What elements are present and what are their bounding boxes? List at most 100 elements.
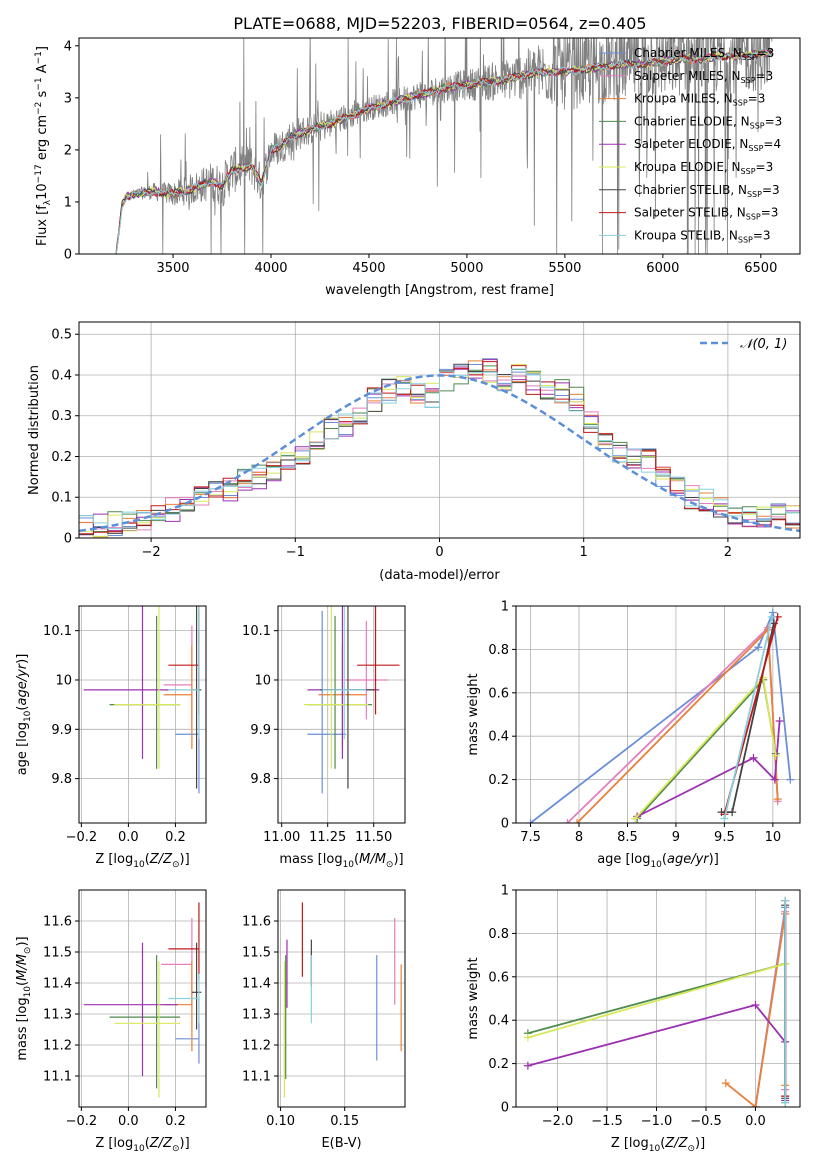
axes-frame bbox=[78, 889, 207, 1108]
panel-mass_vs_Z: −0.2 0.0 0.2 11.1 11.2 11.3 11.4 11.5 11.6 Z [log… bbox=[15, 889, 207, 1154]
weight-series bbox=[781, 896, 790, 1107]
legend-entry: 𝒩(0, 1) bbox=[740, 337, 787, 352]
y-tick-label: 0.1 bbox=[51, 491, 72, 506]
x-tick-label: 9 bbox=[672, 830, 680, 845]
errorbar-point bbox=[307, 610, 347, 794]
weight-marker bbox=[781, 896, 790, 905]
errorbar-point bbox=[168, 973, 200, 1024]
x-tick-label: 0.10 bbox=[266, 1114, 295, 1129]
x-tick-label: 4000 bbox=[254, 261, 287, 276]
x-tick-label: 8.5 bbox=[617, 830, 638, 845]
x-tick-label: 4500 bbox=[352, 261, 385, 276]
weight-marker bbox=[573, 819, 582, 823]
errorbar-point bbox=[83, 606, 178, 759]
errorbar-point bbox=[163, 625, 193, 730]
plot-area-residuals bbox=[79, 358, 800, 538]
hist-kroupa-stelib bbox=[79, 368, 800, 538]
x-tick-label: 0.0 bbox=[118, 830, 139, 845]
weight-marker bbox=[754, 643, 763, 652]
y-axis-label: age [log10(age/yr)] bbox=[15, 654, 33, 776]
y-tick-label: 10 bbox=[254, 673, 271, 688]
weight-marker bbox=[767, 612, 776, 621]
y-tick-label: 11.6 bbox=[43, 915, 72, 930]
x-tick-label: 0.15 bbox=[330, 1114, 359, 1129]
y-tick-label: 0.4 bbox=[51, 368, 72, 383]
y-tick-label: 11.6 bbox=[242, 915, 271, 930]
weight-marker bbox=[523, 1061, 532, 1070]
x-axis-label: age [log10(age/yr)] bbox=[597, 852, 719, 870]
x-tick-label: 0.0 bbox=[118, 1114, 139, 1129]
axes-frame bbox=[277, 889, 406, 1108]
errorbar-point bbox=[357, 606, 400, 715]
plot-area-age_vs_Z bbox=[83, 606, 202, 794]
x-axis-label: Z [log10(Z/Z⊙)] bbox=[611, 1136, 705, 1154]
legend-entry: Salpeter MILES, NSSP=3 bbox=[634, 69, 773, 85]
y-tick-label: 1 bbox=[501, 600, 509, 615]
x-tick-label: 3500 bbox=[156, 261, 189, 276]
errorbar-point bbox=[175, 998, 200, 1064]
weight-line bbox=[723, 616, 773, 819]
weight-marker bbox=[751, 1001, 760, 1010]
x-axis-label: mass [log10(M/M⊙)] bbox=[279, 852, 403, 870]
y-tick-label: 2 bbox=[64, 143, 72, 158]
y-axis-label: Normed distribution bbox=[27, 365, 42, 495]
x-axis-label: wavelength [Angstrom, rest frame] bbox=[325, 283, 554, 298]
weight-marker bbox=[526, 819, 535, 823]
y-tick-label: 10.1 bbox=[242, 624, 271, 639]
x-tick-label: 9.5 bbox=[714, 830, 735, 845]
x-tick-label: 5000 bbox=[450, 261, 483, 276]
model-line-kroupa-stelib bbox=[115, 48, 773, 254]
y-tick-label: 0.3 bbox=[51, 409, 72, 424]
x-tick-label: −1 bbox=[286, 545, 305, 560]
y-tick-label: 11.5 bbox=[43, 946, 72, 961]
weight-marker bbox=[771, 751, 780, 760]
y-tick-label: 1 bbox=[64, 195, 72, 210]
legend-entry: Chabrier ELODIE, NSSP=3 bbox=[634, 114, 782, 130]
errorbar-point bbox=[175, 610, 200, 794]
weight-marker bbox=[781, 1098, 790, 1107]
weight-marker bbox=[721, 1079, 730, 1088]
axes-frame bbox=[78, 605, 207, 824]
y-tick-label: 9.8 bbox=[250, 772, 271, 787]
y-tick-label: 9.9 bbox=[250, 723, 271, 738]
y-tick-label: 11.3 bbox=[43, 1008, 72, 1023]
errorbar-point bbox=[320, 606, 376, 789]
errorbar-point bbox=[163, 961, 193, 1052]
weight-series bbox=[633, 717, 784, 821]
weight-marker bbox=[631, 814, 640, 823]
errorbar-point bbox=[303, 606, 369, 769]
grid-mass_vs_ebv bbox=[278, 890, 405, 1107]
panel-spectrum: 3500 4000 4500 5000 5500 6000 6500 0 1 2 3 4 Chabrie… bbox=[34, 37, 801, 298]
errorbar-point bbox=[168, 606, 200, 740]
y-tick-label: 3 bbox=[64, 91, 72, 106]
x-tick-label: 6000 bbox=[646, 261, 679, 276]
y-tick-label: 0.2 bbox=[488, 773, 509, 788]
y-tick-label: 11.2 bbox=[43, 1039, 72, 1054]
legend-entry: Salpeter STELIB, NSSP=3 bbox=[634, 206, 778, 222]
spectrum-legend: Chabrier MILES, NSSP=3 Salpeter MILES, NS… bbox=[599, 46, 782, 244]
y-tick-label: 11.4 bbox=[242, 977, 271, 992]
weight-marker bbox=[773, 795, 782, 804]
model-line-chabrier-stelib bbox=[115, 48, 773, 252]
errorbar-point bbox=[191, 606, 202, 789]
plot-area-spectrum bbox=[115, 38, 773, 254]
x-tick-label: 11.00 bbox=[263, 830, 300, 845]
weight-marker bbox=[728, 808, 737, 817]
weight-marker bbox=[768, 608, 777, 617]
y-tick-label: 1 bbox=[501, 884, 509, 899]
y-tick-label: 0.4 bbox=[488, 730, 509, 745]
y-tick-label: 10.1 bbox=[43, 624, 72, 639]
plot-area-weight_vs_age bbox=[526, 608, 795, 823]
grid-age_vs_Z bbox=[79, 606, 206, 823]
errorbar-point bbox=[114, 606, 181, 769]
x-tick-label: −0.2 bbox=[66, 1114, 98, 1129]
plot-area-weight_vs_Z bbox=[523, 896, 790, 1107]
weight-marker bbox=[563, 819, 572, 823]
y-tick-label: 9.9 bbox=[51, 723, 72, 738]
errorbar-point bbox=[307, 615, 372, 769]
x-tick-label: 0 bbox=[435, 545, 443, 560]
x-tick-label: 1 bbox=[580, 545, 588, 560]
y-tick-label: 11.1 bbox=[43, 1070, 72, 1085]
errorbar-point bbox=[307, 606, 380, 759]
